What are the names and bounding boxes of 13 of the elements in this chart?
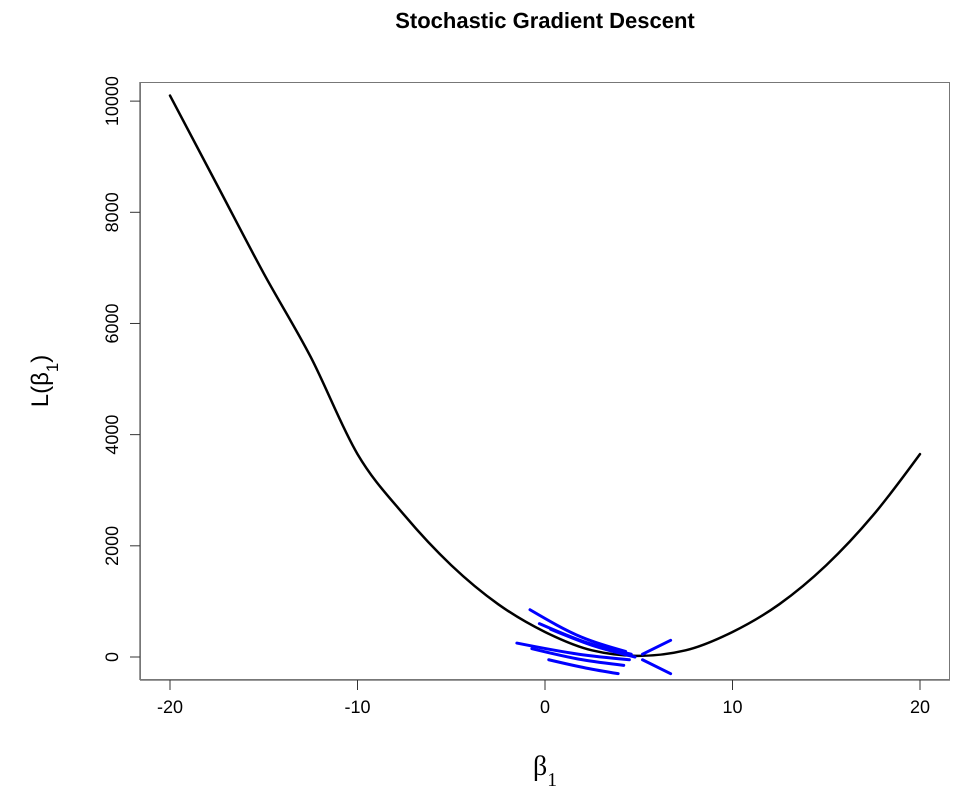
y-tick-label: 0 — [102, 652, 122, 662]
y-tick-label: 4000 — [102, 414, 122, 455]
x-tick-label: 20 — [910, 696, 930, 717]
chart-title: Stochastic Gradient Descent — [394, 8, 696, 34]
y-tick-label: 6000 — [102, 303, 122, 344]
x-tick-label: 10 — [722, 696, 743, 717]
x-tick-label: 0 — [540, 696, 550, 717]
y-tick-label: 2000 — [102, 526, 122, 566]
x-tick-label: -10 — [344, 696, 371, 717]
y-tick-label: 8000 — [102, 192, 122, 232]
y-tick-label: 10000 — [102, 76, 122, 126]
x-axis-title: β$_{1}$ — [532, 751, 558, 790]
x-tick-label: -20 — [156, 696, 184, 717]
